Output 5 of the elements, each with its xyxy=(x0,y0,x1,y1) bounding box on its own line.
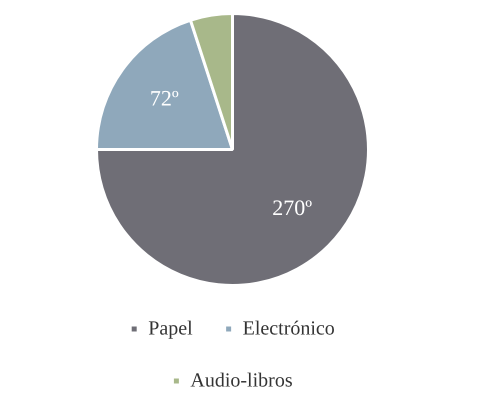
legend-label: Electrónico xyxy=(242,317,335,340)
legend-label: Audio-libros xyxy=(190,369,293,392)
legend-label: Papel xyxy=(148,317,194,340)
data-label: 270º xyxy=(272,194,312,220)
data-label: 72º xyxy=(150,86,179,111)
